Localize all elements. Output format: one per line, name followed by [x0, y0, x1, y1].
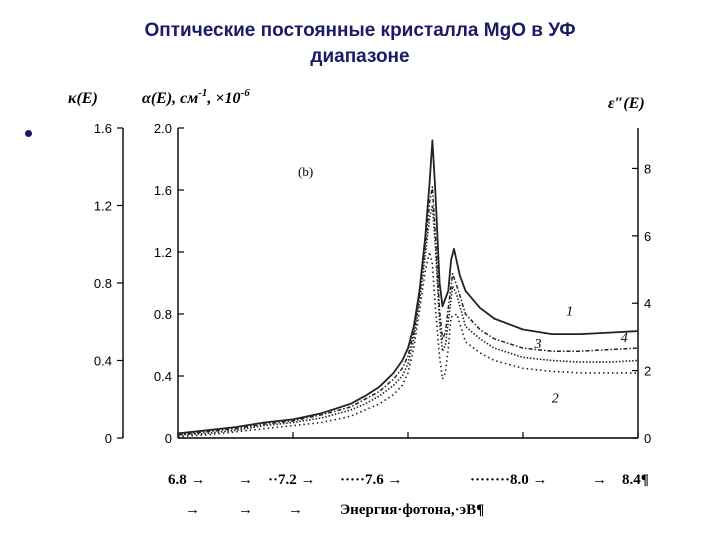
x-tick-label-6.8: 6.8 →	[168, 472, 206, 488]
mid-tick-label: 1.6	[154, 183, 172, 198]
x-tick-label-8.0: ········8.0 →	[470, 472, 548, 488]
right-tick-label: 4	[644, 296, 651, 311]
axes-frame	[122, 128, 639, 439]
mid-axis-ticks: 2.0 1.6 1.2 0.8 0.4 0	[154, 121, 184, 446]
arrow-1: →	[238, 472, 253, 488]
left-tick-label: 0.4	[94, 354, 112, 369]
mid-axis-label: α(E), см-1, ×10-6	[142, 87, 250, 107]
mid-tick-label: 2.0	[154, 121, 172, 136]
right-tick-label: 6	[644, 229, 651, 244]
left-tick-label: 1.2	[94, 199, 112, 214]
series-label-3: 3	[534, 337, 542, 352]
right-tick-label: 2	[644, 364, 651, 379]
series-label-2: 2	[552, 391, 559, 406]
right-axis-ticks: 8 6 4 2 0	[632, 161, 651, 446]
arrow-5: →	[288, 502, 303, 518]
series-labels: 1 2 3 4	[534, 305, 628, 407]
series-group	[177, 139, 639, 438]
left-tick-label: 1.6	[94, 121, 112, 136]
x-axis-label: Энергия·фотона,·эВ¶	[340, 502, 484, 518]
mid-tick-label: 0.4	[154, 369, 172, 384]
mid-tick-label: 1.2	[154, 245, 172, 260]
series-label-4: 4	[621, 331, 628, 346]
mid-tick-label: 0	[165, 431, 172, 446]
x-tick-label-7.6: ·····7.6 →	[340, 472, 403, 488]
left-tick-label: 0	[105, 431, 112, 446]
arrow-2: →	[592, 472, 607, 488]
x-tick-label-8.4: 8.4¶	[622, 472, 649, 488]
series-label-1: 1	[566, 305, 573, 320]
x-axis-ticks	[177, 432, 639, 438]
mid-tick-label: 0.8	[154, 307, 172, 322]
arrow-3: →	[185, 502, 200, 518]
series-line-3	[177, 204, 639, 436]
right-tick-label: 8	[644, 161, 651, 176]
series-line-2	[177, 251, 638, 438]
slide-title: Оптические постоянные кристалла MgO в УФ…	[144, 20, 576, 67]
right-axis-label: ε″(E)	[608, 95, 645, 112]
x-tick-label-7.2: ··7.2 →	[268, 472, 316, 488]
arrow-4: →	[238, 502, 253, 518]
panel-label: (b)	[298, 164, 313, 179]
left-axis-ticks: 1.6 1.2 0.8 0.4 0	[94, 121, 123, 446]
left-tick-label: 0.8	[94, 276, 112, 291]
right-tick-label: 0	[644, 431, 651, 446]
left-axis-label: κ(E)	[68, 90, 98, 107]
series-line-1	[177, 139, 639, 435]
bullet-dot	[25, 130, 32, 137]
